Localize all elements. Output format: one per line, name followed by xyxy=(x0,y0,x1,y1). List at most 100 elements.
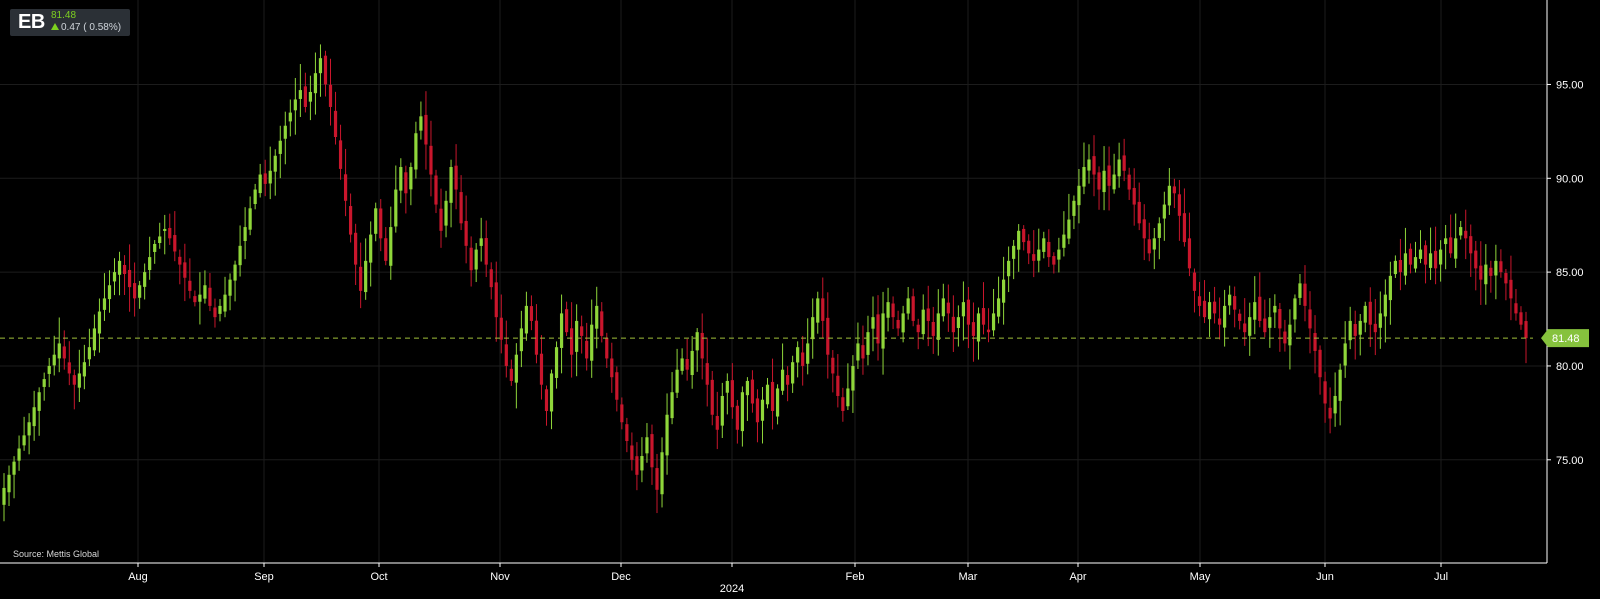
candle-up xyxy=(1388,275,1392,301)
candle-up xyxy=(1363,305,1367,323)
candle-down xyxy=(1107,165,1111,186)
candle-up xyxy=(17,448,21,461)
candle-down xyxy=(384,238,388,261)
candle-up xyxy=(961,302,966,317)
candle-down xyxy=(338,140,343,169)
y-tick-label: 85.00 xyxy=(1556,267,1584,279)
candle-down xyxy=(841,397,845,411)
candle-up xyxy=(1343,343,1347,366)
candle-up xyxy=(293,99,297,111)
candle-down xyxy=(489,269,493,288)
candle-up xyxy=(1167,185,1171,206)
x-tick-label: Oct xyxy=(370,571,387,583)
candle-up xyxy=(308,91,313,102)
candle-up xyxy=(595,305,599,329)
candle-up xyxy=(283,125,287,139)
candle-up xyxy=(1383,294,1387,317)
x-tick-label: Mar xyxy=(959,571,978,583)
candle-up xyxy=(248,208,252,230)
candle-up xyxy=(921,309,925,335)
candle-down xyxy=(439,208,443,231)
candle-down xyxy=(1489,267,1493,276)
candle-up xyxy=(745,380,750,396)
candle-down xyxy=(1177,194,1182,216)
candle-down xyxy=(755,398,760,423)
candle-up xyxy=(1403,253,1408,276)
candle-down xyxy=(986,329,991,333)
candle-up xyxy=(1037,249,1041,261)
candle-down xyxy=(620,404,624,423)
candle-down xyxy=(303,86,307,107)
candle-up xyxy=(1102,170,1106,193)
candle-up xyxy=(1273,305,1277,313)
candle-down xyxy=(1499,261,1503,273)
candle-up xyxy=(1248,317,1252,336)
x-tick-label: Aug xyxy=(128,571,148,583)
candle-up xyxy=(956,317,960,328)
candle-down xyxy=(735,405,739,430)
candle-down xyxy=(625,424,629,442)
candle-up xyxy=(57,343,61,359)
candle-down xyxy=(821,298,825,321)
candle-down xyxy=(1263,318,1267,333)
chart-grid xyxy=(0,0,1547,563)
candle-down xyxy=(981,308,986,325)
candle-up xyxy=(665,414,669,456)
candle-up xyxy=(1062,234,1066,248)
candle-up xyxy=(740,392,744,432)
candle-up xyxy=(288,112,292,122)
ticker-symbol: EB xyxy=(18,11,45,33)
candle-down xyxy=(464,220,468,246)
candle-up xyxy=(866,332,870,355)
candle-up xyxy=(775,388,780,417)
candle-up xyxy=(37,392,41,411)
candle-down xyxy=(1052,256,1056,265)
candle-down xyxy=(434,175,438,205)
candle-down xyxy=(122,265,127,274)
candle-down xyxy=(183,262,187,278)
candle-down xyxy=(655,468,659,490)
candle-up xyxy=(1454,238,1458,259)
candle-down xyxy=(570,328,574,355)
candle-down xyxy=(826,317,830,355)
candle-up xyxy=(243,227,247,241)
last-price-marker: 81.48 xyxy=(0,329,1589,348)
candle-down xyxy=(354,232,358,265)
candle-down xyxy=(213,307,217,318)
candle-down xyxy=(67,362,71,374)
candle-down xyxy=(831,357,835,374)
candle-down xyxy=(931,321,935,336)
candle-up xyxy=(394,189,398,227)
candle-down xyxy=(1217,318,1222,325)
candle-up xyxy=(374,208,378,234)
candle-up xyxy=(645,437,649,454)
candle-up xyxy=(1428,253,1433,268)
candle-down xyxy=(896,319,900,329)
candle-up xyxy=(278,140,282,154)
candle-up xyxy=(163,228,167,231)
candle-up xyxy=(1253,302,1257,320)
candle-up xyxy=(1378,313,1382,328)
candle-down xyxy=(786,375,790,385)
candle-up xyxy=(203,285,207,299)
candle-up xyxy=(1017,230,1021,250)
candle-down xyxy=(429,145,433,175)
candle-up xyxy=(796,347,800,363)
candle-down xyxy=(168,227,172,239)
candle-down xyxy=(1243,323,1247,333)
candle-up xyxy=(720,395,724,426)
arrow-up-icon xyxy=(51,23,59,30)
candle-down xyxy=(1524,321,1528,339)
candle-down xyxy=(770,381,775,411)
x-tick-label: Jun xyxy=(1316,571,1334,583)
candle-down xyxy=(1433,250,1438,269)
candle-up xyxy=(1087,159,1091,171)
candle-down xyxy=(1192,272,1197,291)
candle-up xyxy=(1072,200,1076,216)
candle-up xyxy=(590,324,594,361)
candle-up xyxy=(575,320,579,352)
candle-up xyxy=(906,298,910,314)
candle-up xyxy=(273,155,277,172)
candle-down xyxy=(193,296,197,303)
